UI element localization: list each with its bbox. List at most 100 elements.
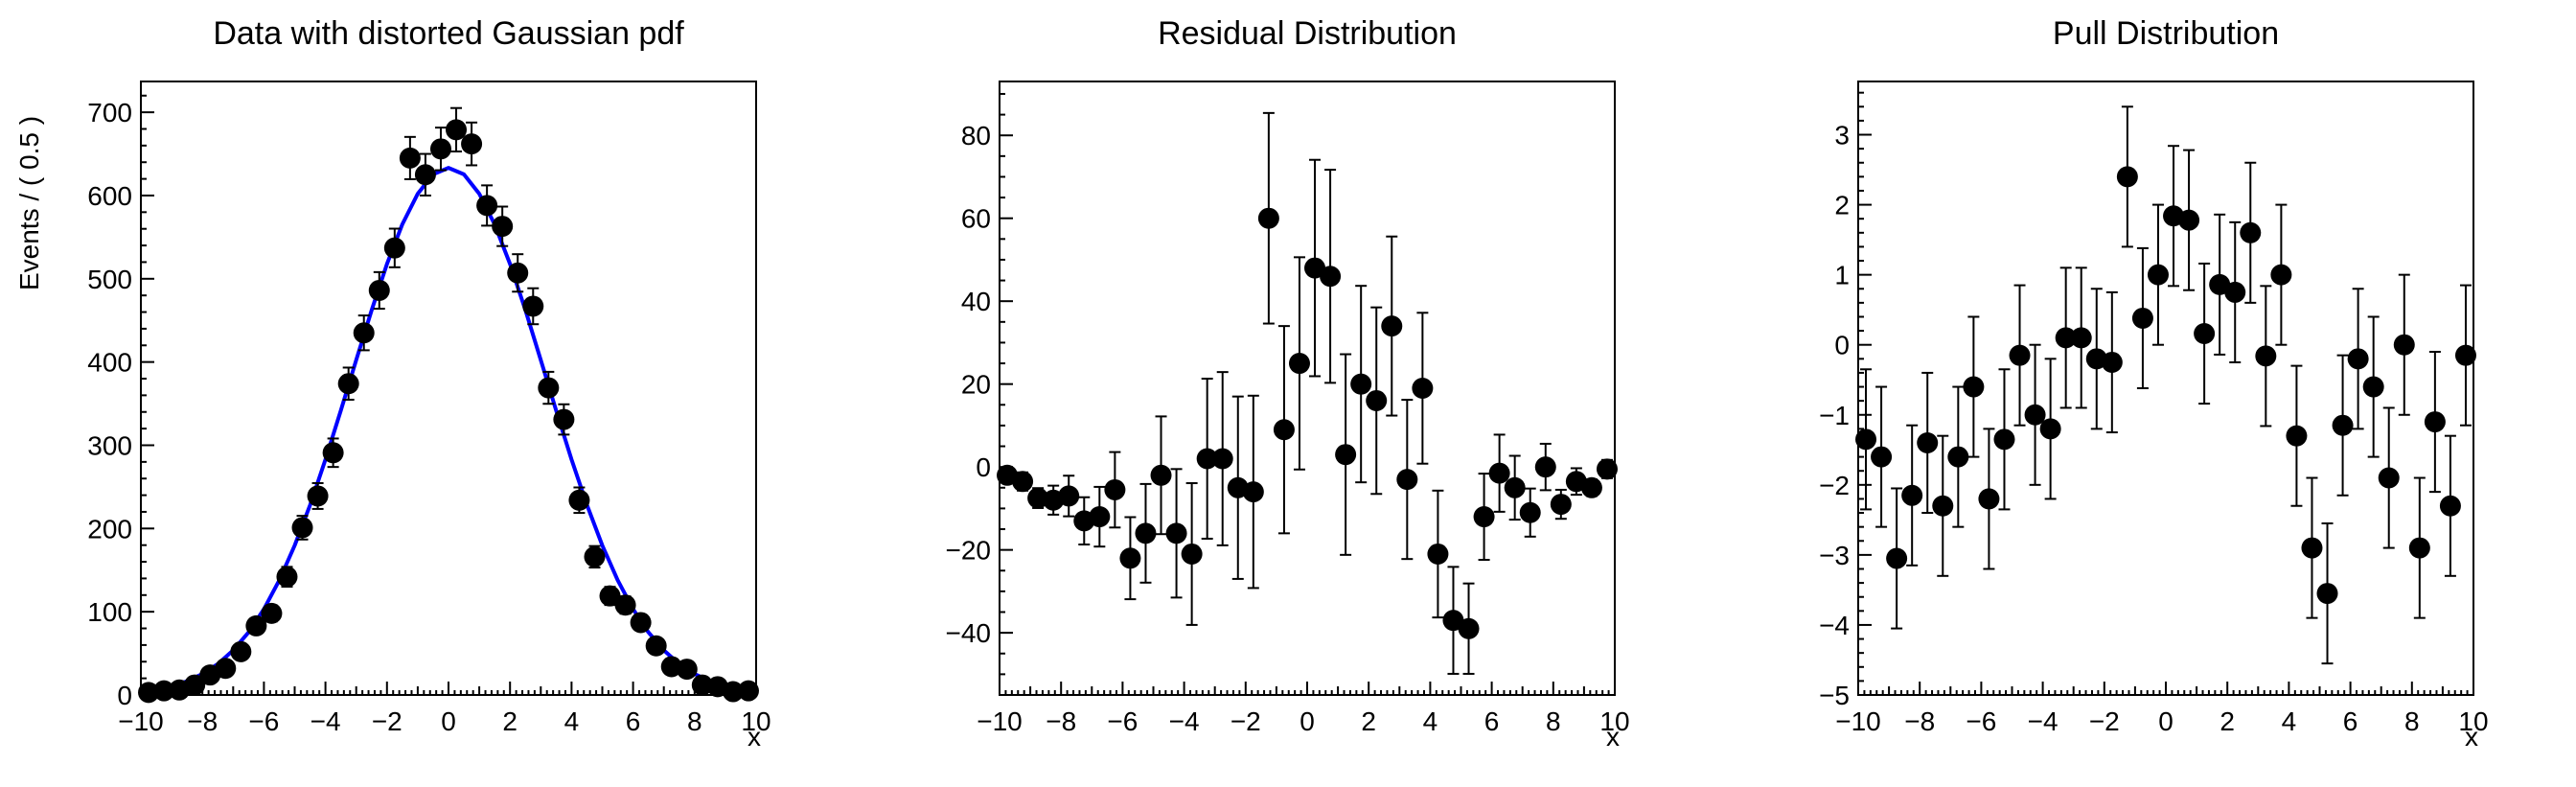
data-point-marker (722, 681, 744, 703)
data-point-marker (461, 133, 483, 155)
data-point-marker (337, 373, 359, 395)
data-point-marker (446, 119, 468, 141)
x-tick-label: 8 (1546, 706, 1561, 736)
data-point-marker (645, 635, 667, 657)
data-point-marker (2147, 264, 2169, 286)
data-point-marker (2362, 376, 2384, 398)
y-tick-label: 100 (87, 597, 132, 627)
data-point-marker (414, 164, 436, 186)
pad-pull-plot: Pull Distribution x −10 −8 −6 −4 −2 0 2 4 6 8 10−5… (1819, 15, 2489, 752)
y-tick-label: 500 (87, 265, 132, 294)
data-point-marker (1519, 501, 1541, 523)
x-tick-label: −2 (372, 706, 402, 736)
data-point-marker (507, 262, 529, 284)
data-point-marker (1335, 444, 1357, 466)
data-point-marker (1165, 522, 1187, 544)
data-point-marker (614, 594, 636, 616)
data-point-marker (138, 682, 160, 704)
data-point-marker (1196, 448, 1218, 470)
data-point-marker (1089, 506, 1111, 528)
data-point-marker (2194, 323, 2216, 345)
x-tick-label: 4 (2282, 706, 2297, 736)
data-point-marker (2024, 404, 2046, 426)
x-tick-label: 6 (626, 706, 641, 736)
y-tick-label: 0 (117, 681, 132, 710)
data-point-marker (1012, 471, 1034, 493)
y-tick-label: −2 (1819, 471, 1850, 500)
data-point-marker (1886, 547, 1908, 569)
x-tick-label: 10 (2458, 706, 2488, 736)
data-point-marker (1288, 353, 1310, 375)
x-tick-label: 4 (1423, 706, 1438, 736)
x-tick-label: 0 (441, 706, 456, 736)
y-tick-label: −3 (1819, 541, 1850, 570)
data-point-marker (2347, 348, 2369, 370)
data-point-marker (2224, 281, 2246, 303)
pad-data-plot: Data with distorted Gaussian pdf Events … (14, 15, 771, 752)
x-tick-label: −10 (1835, 706, 1881, 736)
data-point-marker (1488, 462, 1510, 484)
data-point-marker (1550, 494, 1572, 516)
data-point-marker (2101, 351, 2123, 373)
data-point-marker (538, 377, 560, 399)
data-point-marker (368, 279, 390, 301)
data-point-marker (691, 674, 713, 696)
y-tick-label: −4 (1819, 611, 1850, 640)
data-point-marker (1257, 207, 1279, 229)
data-point-marker (2454, 344, 2476, 366)
data-point-marker (2055, 327, 2077, 349)
data-point-marker (1273, 419, 1295, 441)
data-point-marker (2240, 221, 2262, 243)
data-point-marker (1473, 506, 1495, 528)
y-tick-label: 400 (87, 348, 132, 378)
data-point-marker (1504, 476, 1526, 498)
x-tick-label: 8 (2404, 706, 2420, 736)
data-point-marker (1917, 431, 1939, 453)
y-tick-label: 700 (87, 98, 132, 127)
plot-title: Data with distorted Gaussian pdf (213, 15, 684, 52)
data-point-marker (1458, 617, 1480, 639)
data-point-marker (584, 545, 606, 567)
data-point-marker (245, 614, 267, 637)
data-point-marker (2286, 425, 2308, 447)
data-point-marker (1150, 464, 1172, 486)
data-point-marker (1596, 458, 1618, 480)
y-tick-label: 600 (87, 181, 132, 211)
data-point-marker (2255, 345, 2277, 367)
data-point-marker (2424, 411, 2446, 433)
data-point-marker (1366, 389, 1388, 411)
data-point-marker (476, 195, 498, 217)
x-tick-label: −10 (977, 706, 1023, 736)
x-tick-label: −8 (187, 706, 218, 736)
data-point-marker (630, 612, 652, 634)
data-point-marker (492, 216, 514, 238)
x-tick-label: −2 (1230, 706, 1261, 736)
data-point-marker (522, 295, 544, 317)
x-tick-label: 0 (2158, 706, 2174, 736)
x-tick-label: −4 (1169, 706, 1200, 736)
x-tick-label: 4 (564, 706, 580, 736)
y-tick-label: 0 (1834, 331, 1850, 360)
x-tick-label: −6 (248, 706, 279, 736)
data-point-marker (322, 442, 344, 464)
data-point-marker (2301, 537, 2323, 559)
data-point-marker (2009, 344, 2031, 366)
data-point-marker (1412, 378, 1434, 399)
data-point-marker (1181, 543, 1203, 565)
data-point-marker (1947, 446, 1969, 468)
data-point-marker (1978, 488, 2000, 510)
data-point-marker (276, 566, 298, 588)
data-point-marker (1993, 428, 2015, 451)
data-point-marker (1580, 476, 1602, 498)
data-point-marker (2332, 414, 2354, 436)
x-axis-title: x (2465, 722, 2478, 752)
data-point-marker (2439, 495, 2461, 517)
x-tick-label: −4 (2028, 706, 2058, 736)
data-point-marker (568, 489, 590, 511)
x-axis-title: x (1606, 722, 1620, 752)
plot-title: Residual Distribution (1158, 15, 1457, 52)
